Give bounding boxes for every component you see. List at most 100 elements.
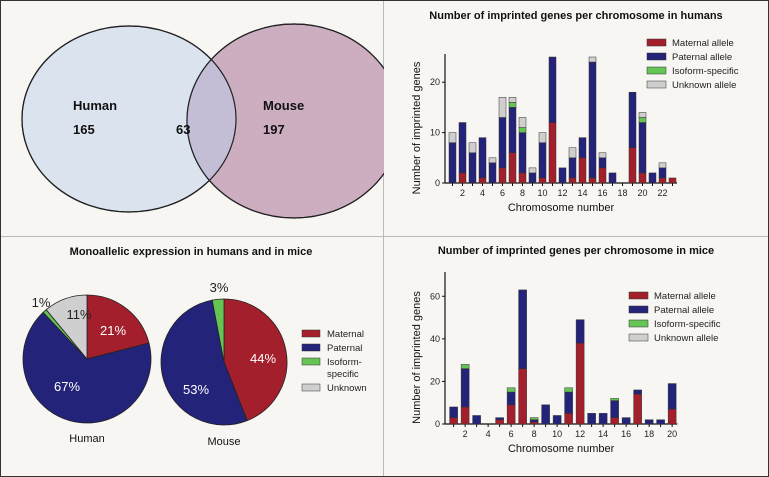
- legend-swatch-maternal: [646, 38, 667, 47]
- venn-panel: Human 165 63 Mouse 197: [1, 1, 384, 237]
- x-axis-label: Chromosome number: [508, 202, 615, 214]
- bar-segment-unknown: [638, 112, 647, 118]
- bar-segment-paternal: [587, 413, 596, 425]
- chart-title: Number of imprinted genes per chromosome…: [429, 10, 722, 22]
- x-tick-label: 16: [621, 429, 631, 439]
- bar-segment-paternal: [667, 383, 677, 410]
- y-tick-label: 20: [430, 77, 440, 87]
- bar-segment-paternal: [495, 417, 504, 420]
- pie-charts: Monoallelic expression in humans and in …: [22, 246, 367, 448]
- legend-swatch-unknown: [646, 80, 667, 89]
- pie-slice-paternal: [22, 311, 152, 424]
- bar-segment-unknown: [528, 167, 537, 174]
- bar-segment-unknown: [588, 56, 597, 63]
- bar-segment-paternal: [658, 167, 667, 179]
- bar-segment-paternal: [648, 172, 657, 184]
- bar-segment-paternal: [610, 400, 619, 418]
- y-axis-label: Number of imprinted genes: [411, 61, 423, 194]
- x-tick-label: 8: [520, 188, 525, 198]
- bar-segment-paternal: [541, 404, 550, 425]
- pie-slice-maternal: [86, 294, 150, 360]
- y-tick-label: 0: [435, 178, 440, 188]
- x-tick-label: 6: [509, 429, 514, 439]
- bar-segment-paternal: [468, 152, 477, 184]
- bar-segment-paternal: [656, 419, 665, 425]
- bar-segment-maternal: [575, 342, 585, 425]
- pie-slice-maternal: [223, 298, 288, 422]
- bar-segment-maternal: [498, 167, 507, 184]
- bar-segment-isoform: [518, 127, 527, 133]
- bar-segment-paternal: [506, 391, 516, 406]
- x-tick-label: 2: [460, 188, 465, 198]
- mouse-bar-chart-panel: Number of imprinted genes per chromosome…: [384, 237, 768, 476]
- bar-segment-paternal: [552, 415, 562, 425]
- bar-segment-paternal: [448, 142, 457, 184]
- bar-segment-maternal: [610, 417, 619, 425]
- y-axis-label: Number of imprinted genes: [411, 291, 423, 424]
- bar-segment-paternal: [578, 137, 587, 159]
- bar-segment-paternal: [633, 389, 642, 395]
- pie-slice-isoform: [211, 298, 225, 363]
- pie-slice-label: 67%: [54, 379, 80, 394]
- legend-label-isoform: Isoform-specific: [654, 319, 721, 330]
- bar-segment-paternal: [564, 391, 573, 414]
- bar-segment-unknown: [498, 97, 507, 118]
- bar-segment-paternal: [621, 417, 631, 425]
- bar-segment-maternal: [449, 417, 458, 425]
- legend-label-isoform: specific: [327, 369, 359, 380]
- venn-diagram: Human 165 63 Mouse 197: [21, 23, 384, 219]
- bar-segment-paternal: [575, 319, 585, 344]
- bar-segment-isoform: [506, 387, 516, 393]
- bar-segment-unknown: [468, 142, 477, 154]
- legend-label-unknown: Unknown: [327, 383, 367, 394]
- x-tick-label: 14: [598, 429, 608, 439]
- bar-segment-isoform: [460, 364, 470, 369]
- bar-segment-paternal: [644, 419, 654, 425]
- bar-segment-maternal: [668, 177, 677, 184]
- bar-segment-maternal: [578, 157, 587, 184]
- bar-segment-maternal: [508, 152, 517, 184]
- x-tick-label: 20: [637, 188, 647, 198]
- bar-segment-maternal: [568, 177, 577, 184]
- venn-mouse-label: Mouse: [263, 98, 304, 113]
- venn-overlap-count: 63: [176, 122, 190, 137]
- legend-swatch-isoform: [301, 357, 321, 366]
- y-tick-label: 40: [430, 334, 440, 344]
- bar-segment-paternal: [508, 107, 517, 154]
- x-tick-label: 20: [667, 429, 677, 439]
- venn-human-outline: [21, 25, 237, 213]
- legend-swatch-isoform: [646, 66, 667, 75]
- bar-segment-maternal: [495, 419, 504, 425]
- pie-name-label: Human: [69, 433, 104, 445]
- x-tick-label: 14: [577, 188, 587, 198]
- bar-segment-paternal: [518, 132, 527, 174]
- bar-segment-maternal: [518, 368, 527, 425]
- pie-slice-label: 3%: [210, 280, 229, 295]
- bar-segment-unknown: [658, 162, 667, 169]
- human-bar-chart-panel: Number of imprinted genes per chromosome…: [384, 1, 768, 237]
- bar-segment-paternal: [449, 406, 458, 418]
- bar-segment-paternal: [538, 142, 547, 179]
- legend-label-isoform: Isoform-: [327, 357, 362, 368]
- x-tick-label: 6: [500, 188, 505, 198]
- bar-segment-paternal: [529, 419, 539, 423]
- bar-segment-paternal: [598, 157, 607, 169]
- legend-swatch-unknown: [301, 383, 321, 392]
- pie-name-label: Mouse: [207, 436, 240, 448]
- legend-label-paternal: Paternal allele: [672, 52, 732, 63]
- pie-slice-label: 44%: [250, 351, 276, 366]
- bar-segment-maternal: [633, 393, 642, 425]
- bar-segment-maternal: [628, 147, 637, 184]
- x-axis-label: Chromosome number: [508, 443, 615, 455]
- y-tick-label: 20: [430, 376, 440, 386]
- bar-segment-isoform: [564, 387, 573, 393]
- legend-swatch-paternal: [628, 305, 649, 314]
- legend-swatch-maternal: [628, 291, 649, 300]
- bar-segment-paternal: [558, 167, 567, 184]
- venn-human-label: Human: [73, 98, 117, 113]
- bar-segment-maternal: [538, 177, 547, 184]
- bar-segment-paternal: [548, 56, 557, 123]
- legend-swatch-isoform: [628, 319, 649, 328]
- bar-segment-maternal: [506, 404, 516, 425]
- legend-label-isoform: Isoform-specific: [672, 66, 739, 77]
